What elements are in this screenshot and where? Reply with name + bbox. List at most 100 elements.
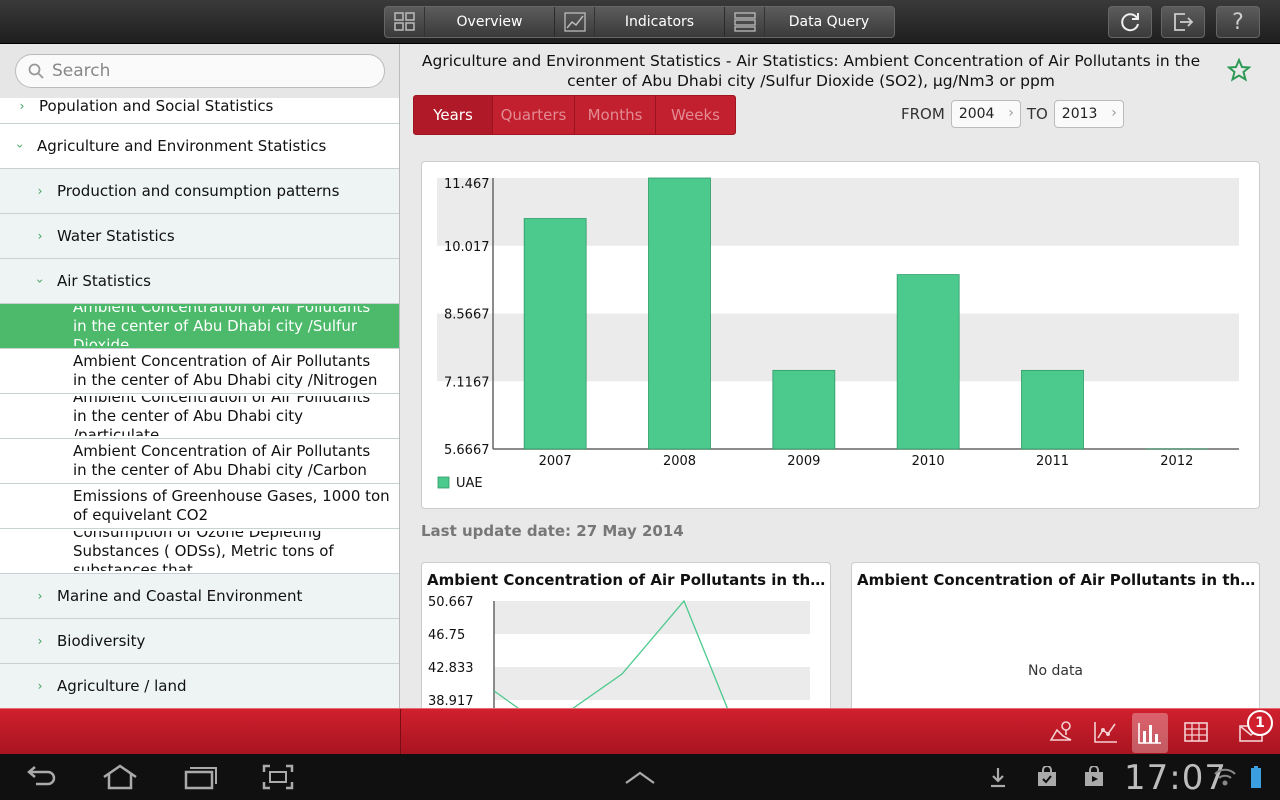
period-weeks-button[interactable]: Weeks [671,106,720,124]
x-tick-label: 2007 [539,454,572,469]
rows-icon [725,7,765,37]
chevron-right-icon: › [19,99,25,113]
chevron-up-icon[interactable] [618,762,662,792]
shopping-bag-icon [1072,762,1116,792]
sidebar-item-label: Ambient Concentration of Air Pollutants … [73,352,378,389]
chevron-right-icon: › [1111,105,1117,121]
mini-chart-title: Ambient Concentration of Air Pollutants … [857,571,1257,589]
mini-chart-card-line[interactable]: Ambient Concentration of Air Pollutants … [421,562,831,708]
y-tick-label: 11.467 [444,177,490,192]
sidebar-item-label: Emissions of Greenhouse Gases, 1000 ton … [73,487,390,524]
sidebar: › Population and Social Statistics › Agr… [0,44,400,708]
sidebar-item-label: Ambient Concentration of Air Pollutants … [73,442,371,479]
chevron-right-icon: › [1008,105,1014,121]
sidebar-item-label: Ambient Concentration of Air Pollutants … [73,396,371,436]
back-icon[interactable] [18,762,62,792]
no-data-label: No data [1027,663,1084,679]
scatter-chart-icon[interactable] [1091,718,1121,746]
chevron-right-icon: › [37,184,43,198]
sidebar-item-agriculture-land[interactable]: › Agriculture / land [0,664,399,708]
help-button[interactable]: ? [1216,6,1260,38]
search-bar [0,44,399,98]
period-months-button[interactable]: Months [575,96,656,134]
sidebar-item-biodiversity[interactable]: › Biodiversity [0,619,399,664]
last-update-date: Last update date: 27 May 2014 [421,522,684,540]
main-nav-segment: Overview Indicators Data Query [384,6,895,38]
line-chart: 50.667 46.75 42.833 38.917 [428,595,810,708]
sidebar-item-ozone-depleting[interactable]: Consumption of Ozone Depleting Substance… [0,529,399,574]
main-panel: Agriculture and Environment Statistics -… [401,44,1280,708]
wifi-icon [1210,762,1240,792]
x-tick-label: 2012 [1160,454,1193,469]
sidebar-item-sulfur-dioxide[interactable]: Ambient Concentration of Air Pollutants … [0,304,399,349]
sidebar-item-label: Water Statistics [57,227,175,245]
series-line [493,599,728,708]
sidebar-item-label: Air Statistics [57,272,151,290]
legend-swatch [437,476,450,489]
tab-indicators[interactable]: Indicators [555,7,725,37]
sidebar-item-label: Agriculture and Environment Statistics [37,137,327,155]
shopping-bag-check-icon [1025,762,1069,792]
battery-icon [1244,762,1268,792]
sidebar-item-label: Ambient Concentration of Air Pollutants … [73,306,371,346]
sidebar-item-label: Biodiversity [57,632,146,650]
from-value: 2004 [958,106,995,122]
table-icon[interactable] [1181,718,1211,746]
sidebar-item-carbon[interactable]: Ambient Concentration of Air Pollutants … [0,439,399,484]
bar [648,177,711,450]
sidebar-item-nitrogen[interactable]: Ambient Concentration of Air Pollutants … [0,349,399,394]
search-input[interactable] [52,61,352,81]
x-tick-label: 2008 [663,454,696,469]
y-tick-label: 38.917 [428,694,474,708]
y-tick-label: 42.833 [428,661,474,676]
chevron-down-icon: › [13,143,27,149]
top-toolbar: Overview Indicators Data Query ? [0,0,1280,44]
refresh-icon [1121,13,1139,32]
home-icon[interactable] [98,762,142,792]
map-pin-icon[interactable] [1046,718,1076,746]
sidebar-item-air-statistics[interactable]: › Air Statistics [0,259,399,304]
main-chart-card: 11.467 10.017 8.5667 7.1167 5.6667 2007 2008 20… [421,161,1260,509]
to-value: 2013 [1061,106,1098,122]
notification-badge: 1 [1247,710,1273,736]
y-tick-label: 5.6667 [444,443,490,458]
tab-overview[interactable]: Overview [385,7,555,37]
recent-apps-icon[interactable] [178,762,222,792]
sidebar-item-label: Marine and Coastal Environment [57,587,303,605]
search-icon [28,63,44,79]
favorite-star-icon[interactable] [1226,57,1252,88]
search-box [15,54,385,88]
period-years-button[interactable]: Years [414,96,493,134]
bar-chart-icon[interactable] [1132,713,1168,753]
tab-data-query-label: Data Query [788,14,870,30]
grid-icon [385,7,425,37]
logout-icon [1174,13,1194,31]
bar-chart: 11.467 10.017 8.5667 7.1167 5.6667 2007 2008 20… [437,177,1239,491]
sidebar-item-label: Population and Social Statistics [39,97,274,115]
refresh-button[interactable] [1108,6,1152,38]
sidebar-item-agriculture-environment[interactable]: › Agriculture and Environment Statistics [0,124,399,169]
y-tick-label: 50.667 [428,595,474,610]
sidebar-item-production-consumption[interactable]: › Production and consumption patterns [0,169,399,214]
help-icon: ? [1232,9,1244,35]
clock: 17:07 [1124,758,1227,798]
from-select[interactable]: 2004 › [950,100,1021,128]
x-tick-label: 2011 [1036,454,1069,469]
period-quarters-button[interactable]: Quarters [493,96,575,134]
bar [523,218,587,450]
sidebar-item-marine-coastal[interactable]: › Marine and Coastal Environment [0,574,399,619]
chevron-down-icon: › [33,278,47,284]
y-tick-label: 8.5667 [444,308,490,323]
sidebar-item-greenhouse-gases[interactable]: Emissions of Greenhouse Gases, 1000 ton … [0,484,399,529]
tab-data-query[interactable]: Data Query [725,7,894,37]
x-tick-label: 2009 [787,454,820,469]
mini-chart-card-empty[interactable]: Ambient Concentration of Air Pollutants … [851,562,1260,708]
y-tick-label: 46.75 [428,628,465,643]
sidebar-item-particulate[interactable]: Ambient Concentration of Air Pollutants … [0,394,399,439]
divider [400,709,401,755]
screenshot-icon[interactable] [256,762,300,792]
sidebar-item-water-statistics[interactable]: › Water Statistics [0,214,399,259]
to-select[interactable]: 2013 › [1053,100,1124,128]
grid-band [494,667,810,700]
logout-button[interactable] [1161,6,1205,38]
